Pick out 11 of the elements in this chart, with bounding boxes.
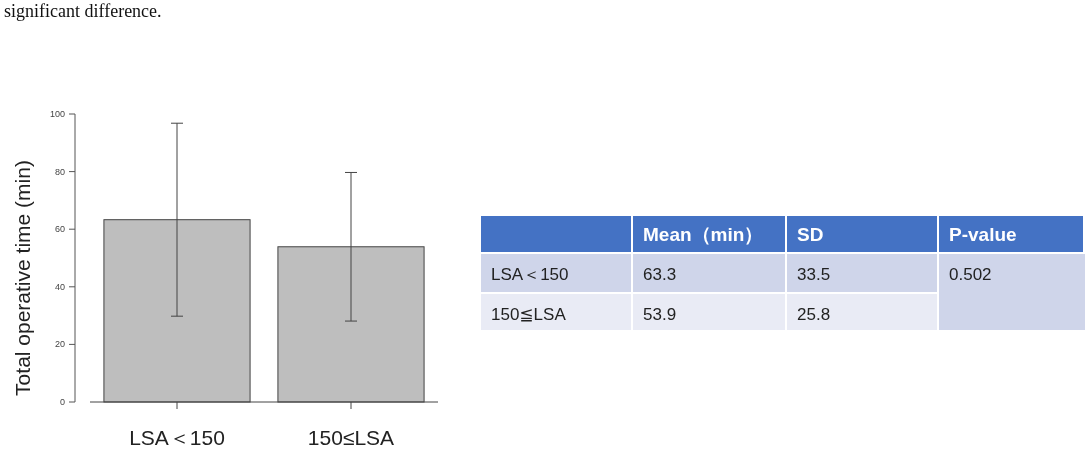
y-tick-label: 80	[54, 166, 65, 177]
y-tick-label: 100	[49, 109, 65, 119]
text: significant difference.	[4, 1, 162, 21]
y-tick-label: 0	[59, 397, 65, 407]
table: Mean（min） SD P-value LSA＜150 63.3 33.5 0.502 150≦LSA 53.9 25.8	[481, 216, 1085, 330]
x-tick-label: 150≤LSA	[307, 426, 395, 449]
y-tick-label: 60	[54, 224, 65, 235]
y-tick-label: 40	[54, 281, 65, 292]
y-axis-title: Total operative time (min)	[11, 160, 34, 396]
y-tick-label: 20	[54, 339, 65, 350]
x-tick-label: LSA＜150	[129, 426, 225, 449]
